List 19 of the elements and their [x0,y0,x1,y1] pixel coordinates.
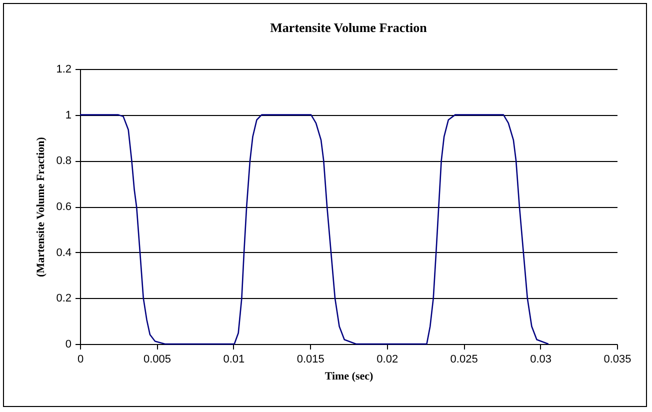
y-tick-label: 0 [65,338,72,350]
x-tick-label: 0.01 [223,354,245,366]
y-tick-label: 0.8 [56,155,72,168]
x-tick-label: 0.035 [604,354,632,366]
x-axis-title: Time (sec) [324,370,374,382]
chart-title: Martensite Volume Fraction [270,20,428,35]
x-tick-label: 0.03 [530,354,552,366]
x-tick-label: 0.02 [376,354,398,366]
y-tick-label: 1.2 [56,64,72,76]
x-tick-label: 0.015 [296,354,324,366]
x-tick-label: 0.025 [450,354,478,366]
x-tick-label: 0 [77,354,84,366]
y-tick-label: 0.6 [56,201,72,213]
y-tick-label: 1 [65,109,72,122]
y-tick-label: 0.4 [56,246,72,259]
x-tick-label: 0.005 [143,354,171,366]
y-tick-label: 0.2 [56,292,72,305]
line-series [79,114,550,345]
y-axis-title: (Martensite Volume Fraction) [35,136,48,277]
